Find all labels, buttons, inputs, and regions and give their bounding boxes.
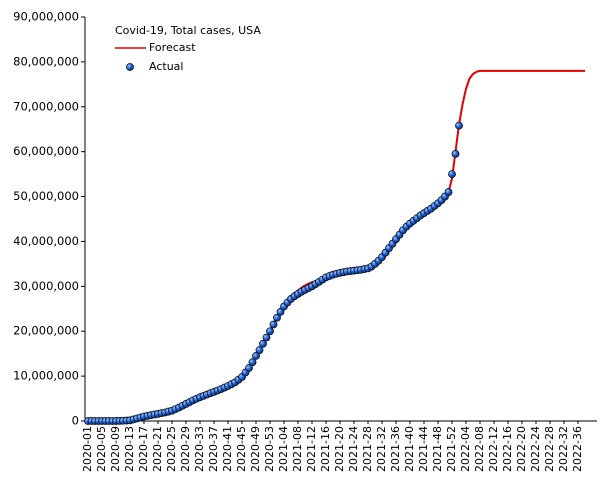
x-tick-label: 2020-13: [123, 426, 136, 472]
x-tick-label: 2020-29: [179, 426, 192, 472]
y-tick-label: 40,000,000: [13, 234, 79, 248]
x-tick-label: 2021-20: [333, 426, 346, 472]
x-tick-label: 2022-20: [515, 426, 528, 472]
y-tick-label: 10,000,000: [13, 369, 79, 383]
x-tick-label: 2020-25: [165, 426, 178, 472]
x-tick-label: 2020-05: [95, 426, 108, 472]
x-tick-label: 2022-08: [473, 426, 486, 472]
legend-label: Actual: [149, 60, 183, 73]
y-tick-label: 20,000,000: [13, 324, 79, 338]
x-tick-label: 2020-45: [235, 426, 248, 472]
actual-dot: [248, 358, 257, 367]
x-tick-label: 2022-16: [501, 426, 514, 472]
actual-dot: [444, 188, 453, 196]
x-tick-label: 2022-36: [571, 426, 584, 472]
x-tick-label: 2021-44: [417, 426, 430, 472]
x-tick-label: 2021-12: [305, 426, 318, 472]
x-tick-label: 2021-32: [375, 426, 388, 472]
x-tick-label: 2021-08: [291, 426, 304, 472]
x-tick-label: 2021-36: [389, 426, 402, 472]
actual-dot: [455, 121, 463, 130]
y-tick-label: 50,000,000: [13, 189, 79, 203]
actual-dot: [266, 327, 274, 336]
x-tick-label: 2021-40: [403, 426, 416, 472]
actual-dot: [252, 352, 260, 360]
y-tick-label: 30,000,000: [13, 279, 79, 293]
x-tick-label: 2020-37: [207, 426, 220, 472]
x-tick-label: 2022-04: [459, 426, 472, 472]
actual-dot: [276, 308, 285, 316]
x-tick-label: 2020-09: [109, 426, 122, 472]
forecast-line: [88, 69, 585, 422]
x-tick-label: 2020-01: [81, 426, 94, 472]
x-tick-label: 2021-04: [277, 426, 290, 472]
legend-label: Forecast: [149, 41, 196, 54]
actual-dot: [259, 339, 267, 348]
x-tick-label: 2022-24: [529, 426, 542, 472]
y-tick-label: 90,000,000: [13, 10, 79, 24]
y-tick-label: 70,000,000: [13, 99, 79, 113]
y-tick-label: 0: [72, 414, 79, 428]
actual-dot: [448, 170, 456, 179]
x-tick-label: 2021-52: [445, 426, 458, 472]
x-tick-label: 2021-28: [361, 426, 374, 472]
y-tick-label: 80,000,000: [13, 54, 79, 68]
x-tick-label: 2020-41: [221, 426, 234, 472]
actual-dot: [451, 150, 460, 158]
x-tick-label: 2020-17: [137, 426, 150, 472]
x-tick-label: 2021-48: [431, 426, 444, 472]
actual-dot: [273, 313, 281, 322]
legend-marker: [126, 63, 134, 71]
x-tick-label: 2020-53: [263, 426, 276, 472]
actual-dot: [245, 364, 253, 372]
actual-dot: [269, 320, 278, 329]
actual-dot: [255, 346, 264, 354]
actual-dot: [262, 333, 271, 342]
legend-title: Covid-19, Total cases, USA: [115, 24, 261, 37]
x-tick-label: 2020-49: [249, 426, 262, 472]
x-tick-label: 2022-32: [557, 426, 570, 472]
x-tick-label: 2020-21: [151, 426, 164, 472]
x-tick-label: 2022-12: [487, 426, 500, 472]
x-tick-label: 2021-16: [319, 426, 332, 472]
x-tick-label: 2021-24: [347, 426, 360, 472]
x-tick-label: 2020-33: [193, 426, 206, 472]
x-tick-label: 2022-28: [543, 426, 556, 472]
y-tick-label: 60,000,000: [13, 144, 79, 158]
